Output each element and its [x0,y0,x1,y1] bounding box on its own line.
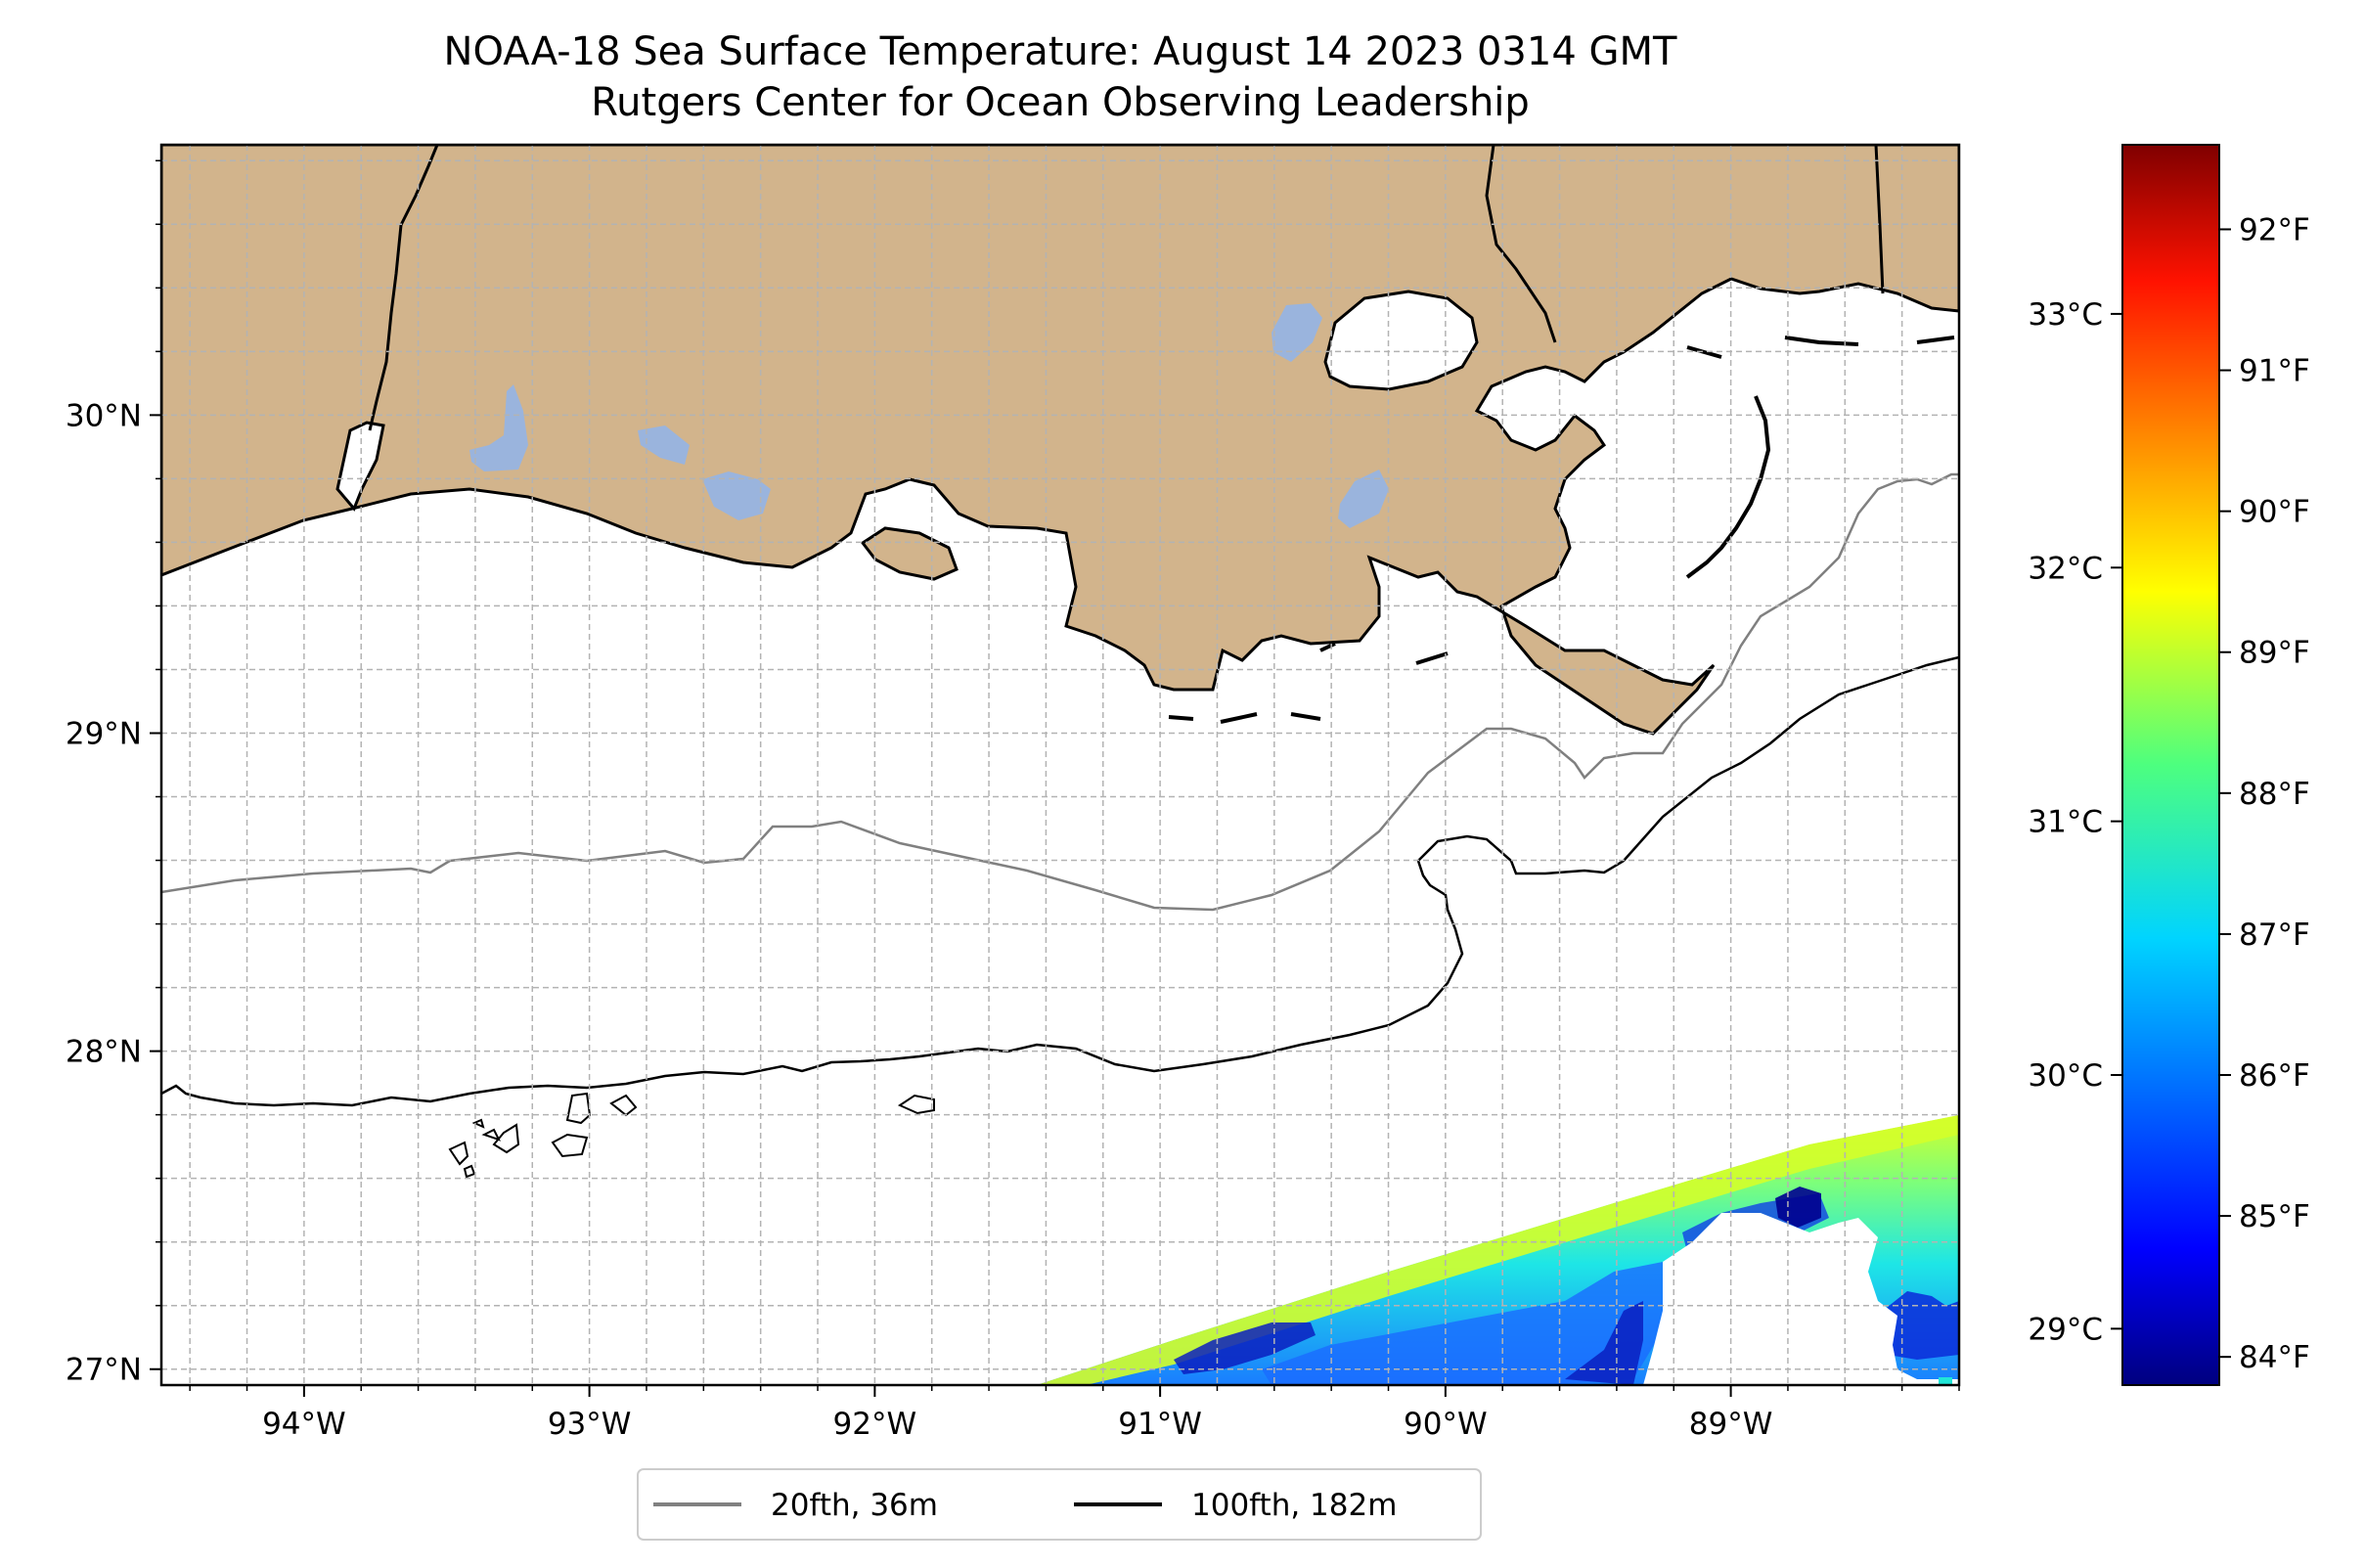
colorbar-fahrenheit-label: 86°F [2239,1058,2310,1094]
louisiana-land [161,145,1959,736]
lon-tick-label: 92°W [833,1407,917,1442]
state-boundary-tx-la [368,145,439,431]
marsh-island [860,526,959,581]
calcasieu-lake [335,421,385,512]
contour-20fth [161,472,1959,912]
contour-legend: 20fth, 36m 100fth, 182m [637,1468,1482,1541]
inland-lake-3 [702,471,771,520]
colorbar-fahrenheit-ticks: 84°F 85°F 86°F 87°F 88°F 89°F 90°F 91°F 92°F [2219,212,2310,1375]
lon-tick-label: 90°W [1404,1407,1488,1442]
state-boundary-ms-al [1874,145,1885,294]
colorbar-fahrenheit-label: 88°F [2239,777,2310,812]
contour-islets [448,1092,935,1179]
legend-label-100fth: 100fth, 182m [1191,1488,1397,1523]
lat-tick-label: 28°N [66,1035,142,1070]
lake-pontchartrain [1323,290,1479,391]
map-gridlines [161,145,1959,1385]
colorbar-celsius-label: 31°C [2028,805,2103,840]
sst-swath [1037,1115,1959,1385]
inland-lake-1 [469,384,528,471]
colorbar-fahrenheit-label: 84°F [2239,1340,2310,1375]
lon-tick-label: 94°W [262,1407,346,1442]
colorbar-celsius-label: 33°C [2028,297,2103,333]
map-frame [159,143,1961,1387]
sst-data-gap [1643,1213,1959,1385]
state-boundary-la-ms [1485,145,1557,343]
inland-lake-4 [1272,303,1322,362]
inland-lake-2 [638,426,690,465]
sst-swath-yellow-edge [1037,1115,1959,1385]
chandeleur-islands [1685,395,1771,579]
colorbar-celsius-label: 29°C [2028,1312,2103,1347]
temperature-colorbar: 29°C 30°C 31°C 32°C 33°C 84°F 85°F 86°F 87°F 88°… [2028,144,2310,1386]
colorbar-fahrenheit-label: 87°F [2239,918,2310,953]
colorbar-fahrenheit-label: 92°F [2239,212,2310,247]
latitude-ticks: 30°N 29°N 28°N 27°N [66,159,161,1388]
lon-tick-label: 91°W [1118,1407,1202,1442]
colorbar-fahrenheit-label: 91°F [2239,354,2310,389]
colorbar-fahrenheit-label: 85°F [2239,1199,2310,1234]
lon-tick-label: 93°W [548,1407,632,1442]
legend-label-20fth: 20fth, 36m [771,1488,938,1523]
lat-tick-label: 30°N [66,398,142,433]
chart-title: NOAA-18 Sea Surface Temperature: August … [444,29,1677,74]
legend-box [637,1468,1482,1541]
colorbar-fahrenheit-label: 90°F [2239,495,2310,530]
sst-cool-patch-3 [1565,1301,1643,1385]
colorbar-celsius-ticks: 29°C 30°C 31°C 32°C 33°C [2028,297,2122,1347]
colorbar-celsius-label: 30°C [2028,1058,2103,1094]
sst-small-pixel [1939,1377,1952,1385]
barrier-islands-south [1168,642,1449,724]
sst-cool-patch-5 [1775,1187,1821,1228]
lat-tick-label: 29°N [66,716,142,751]
colorbar-fahrenheit-label: 89°F [2239,636,2310,671]
lat-tick-label: 27°N [66,1353,142,1388]
inland-lake-5 [1338,470,1389,528]
sst-cool-patch-2 [1262,1262,1682,1385]
sst-cool-patch-1 [1174,1322,1316,1374]
colorbar-ramp [2121,144,2220,1386]
contour-100fth [161,655,1959,1107]
chart-subtitle: Rutgers Center for Ocean Observing Leade… [591,80,1530,125]
colorbar-celsius-label: 32°C [2028,551,2103,586]
longitude-ticks: 94°W 93°W 92°W 91°W 90°W 89°W [189,1385,1960,1442]
map-panel: 94°W 93°W 92°W 91°W 90°W 89°W 30°N 29°N 28°N 27°… [66,143,1961,1442]
lon-tick-label: 89°W [1689,1407,1773,1442]
